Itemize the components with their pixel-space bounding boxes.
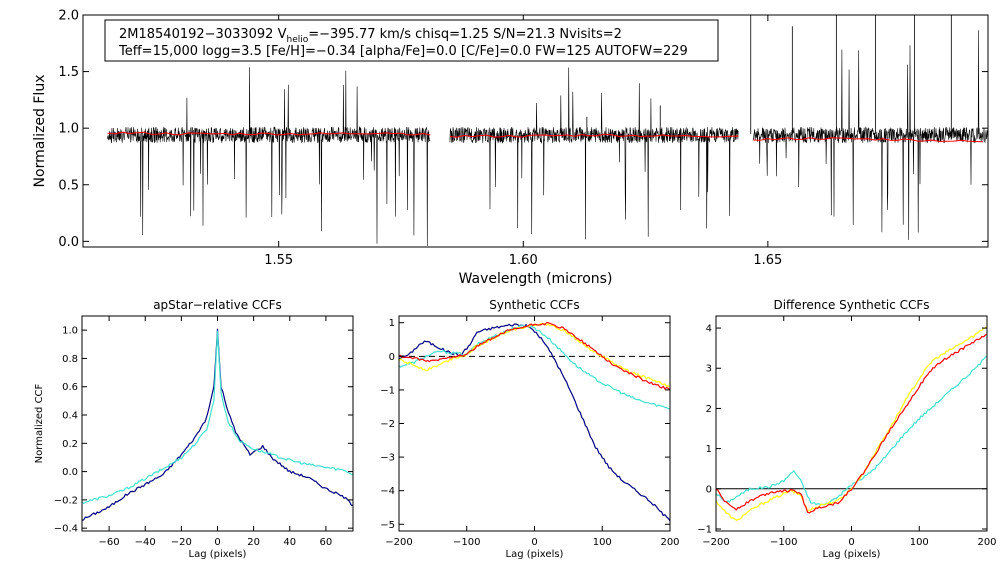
red-series-line xyxy=(399,321,670,391)
x-tick-label: −200 xyxy=(385,537,412,548)
info-line-1-subscript: helio xyxy=(286,35,308,45)
red-series-line xyxy=(716,333,987,514)
y-tick-label: −2 xyxy=(380,419,395,430)
info-box-frame xyxy=(104,19,719,62)
yellow-series-line xyxy=(716,325,987,521)
x-tick-label: 1.55 xyxy=(264,253,293,268)
panel-data xyxy=(82,328,353,521)
y-axis-label: Normalized Flux xyxy=(32,75,48,188)
y-tick-label: 0.0 xyxy=(58,235,79,250)
y-tick-label: 2.0 xyxy=(58,9,79,24)
turquoise-series-line xyxy=(399,324,670,410)
x-tick-label: −100 xyxy=(453,537,480,548)
y-tick-label: −1 xyxy=(380,385,395,396)
spectrum-data xyxy=(107,15,988,246)
x-tick-label: 200 xyxy=(660,537,679,548)
observed-flux-line xyxy=(449,67,739,240)
apstar-ccf-panel: −60 −40 −20 0 20 40 60 −0.4 −0.2 0.0 0.2 0.4 0.6 0.8 1… xyxy=(34,298,354,560)
difference-ccf-panel: −200 −100 0 100 200 −1 0 1 2 3 4 Difference Synthet… xyxy=(697,298,996,560)
y-tick-label: 0.5 xyxy=(58,178,79,193)
panel-data xyxy=(716,325,987,521)
x-tick-label: 0 xyxy=(531,537,537,548)
x-axis-label: Wavelength (microns) xyxy=(459,271,613,287)
x-tick-label: 0 xyxy=(214,537,220,548)
y-tick-label: 1 xyxy=(389,318,395,329)
panel-data xyxy=(399,321,670,522)
x-tick-label: 40 xyxy=(283,537,296,548)
yellow-series-line xyxy=(399,322,670,388)
x-tick-label: 20 xyxy=(247,537,260,548)
panel-title: apStar−relative CCFs xyxy=(153,298,282,312)
plot-frame xyxy=(715,315,988,532)
x-tick-label: 60 xyxy=(320,537,333,548)
plot-frame xyxy=(82,14,989,248)
x-tick-label: −20 xyxy=(171,537,192,548)
y-tick-label: 4 xyxy=(706,324,712,335)
y-tick-label: 0.6 xyxy=(62,382,78,393)
y-tick-label: −0.2 xyxy=(54,495,78,506)
y-tick-label: −3 xyxy=(380,453,395,464)
observed-flux-line xyxy=(752,30,988,240)
y-tick-label: −5 xyxy=(380,520,395,531)
synthetic-ccf-panel: −200 −100 0 100 200 −5 −4 −3 −2 −1 0 1 Synthetic CCF… xyxy=(380,298,679,560)
model-line xyxy=(753,137,984,143)
info-line-1-suffix: =−395.77 km/s chisq=1.25 S/N=21.3 Nvisit… xyxy=(308,27,622,42)
x-tick-label: 1.65 xyxy=(753,253,782,268)
y-tick-label: −1 xyxy=(697,524,712,535)
y-tick-label: 0.2 xyxy=(62,439,78,450)
x-axis-label: Lag (pixels) xyxy=(823,549,881,560)
model-line xyxy=(449,133,739,138)
y-tick-label: −0.4 xyxy=(54,524,78,535)
x-tick-label: 200 xyxy=(977,537,996,548)
y-tick-label: 1.0 xyxy=(58,122,79,137)
y-tick-label: 0 xyxy=(389,352,395,363)
y-tick-label: 0.4 xyxy=(62,411,78,422)
info-line-2: Teff=15,000 logg=3.5 [Fe/H]=−0.34 [alpha… xyxy=(118,44,688,59)
turquoise-series-line xyxy=(716,355,987,506)
y-tick-label: 3 xyxy=(706,364,712,375)
y-tick-label: 1.5 xyxy=(58,65,79,80)
turquoise-series-line xyxy=(82,330,353,504)
y-axis-label: Normalized CCF xyxy=(34,383,45,463)
navy-series-line xyxy=(399,323,670,522)
panel-title: Difference Synthetic CCFs xyxy=(773,298,929,312)
y-tick-label: −4 xyxy=(380,486,395,497)
x-tick-label: 100 xyxy=(593,537,612,548)
spectrum-info-box: 2M18540192−3033092 Vhelio=−395.77 km/s c… xyxy=(104,19,719,62)
y-tick-label: 0.0 xyxy=(62,467,78,478)
y-tick-label: 1.0 xyxy=(62,326,78,337)
info-line-1-prefix: 2M18540192−3033092 V xyxy=(119,27,287,42)
y-tick-label: 2 xyxy=(706,404,712,415)
x-tick-label: 100 xyxy=(910,537,929,548)
x-tick-label: 1.60 xyxy=(509,253,538,268)
spectrum-panel: 1.55 1.60 1.65 0.0 0.5 1.0 1.5 2.0 Wavelength (m… xyxy=(32,9,989,287)
info-line-1: 2M18540192−3033092 Vhelio=−395.77 km/s c… xyxy=(119,27,622,45)
model-line xyxy=(107,131,431,136)
x-tick-label: −40 xyxy=(135,537,156,548)
x-tick-label: −200 xyxy=(702,537,729,548)
navy-series-line xyxy=(82,328,353,521)
observed-flux-line xyxy=(107,67,431,246)
x-axis-label: Lag (pixels) xyxy=(189,549,247,560)
x-tick-label: −100 xyxy=(770,537,797,548)
panel-title: Synthetic CCFs xyxy=(489,298,579,312)
y-tick-label: 0 xyxy=(706,484,712,495)
y-tick-label: 0.8 xyxy=(62,354,78,365)
y-tick-label: 1 xyxy=(706,444,712,455)
x-tick-label: −60 xyxy=(99,537,120,548)
x-axis-label: Lag (pixels) xyxy=(506,549,564,560)
x-tick-label: 0 xyxy=(848,537,854,548)
